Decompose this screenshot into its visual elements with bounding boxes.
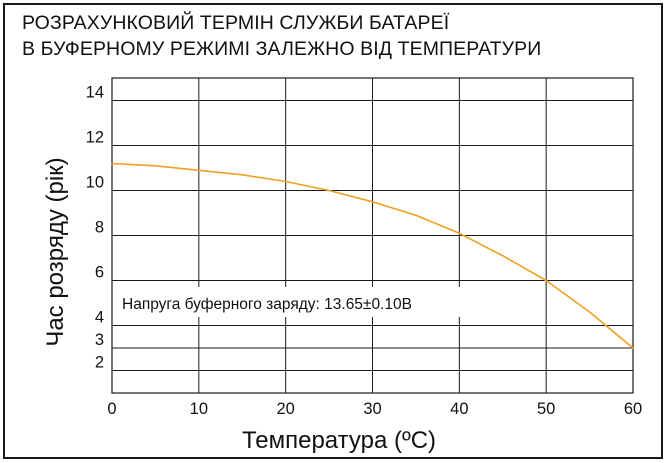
series-layer <box>111 162 634 349</box>
y-tick-label-2: 2 <box>95 354 104 372</box>
x-tick-label-30: 30 <box>363 400 381 418</box>
y-tick-label-14: 14 <box>86 84 104 102</box>
x-tick-label-60: 60 <box>624 400 642 418</box>
grid <box>111 77 634 394</box>
y-tick-label-12: 12 <box>86 129 104 147</box>
chart-frame <box>3 3 663 459</box>
annotation-background <box>116 287 511 317</box>
y-tick-label-3: 3 <box>95 331 104 349</box>
chart-title-line-1: РОЗРАХУНКОВИЙ ТЕРМІН СЛУЖБИ БАТАРЕЇ <box>22 12 450 34</box>
x-tick-label-10: 10 <box>190 400 208 418</box>
y-tick-label-10: 10 <box>86 174 104 192</box>
x-tick-label-40: 40 <box>450 400 468 418</box>
tick-labels: 0 10 20 30 40 50 60 2 3 4 6 8 10 12 14 <box>86 84 643 419</box>
series-line-0 <box>111 162 634 349</box>
y-axis-label: Час розряду (рік) <box>42 157 69 346</box>
chart-annotation: Напруга буферного заряду: 13.65±0.10В <box>122 296 412 313</box>
x-axis-label: Температура (ºC) <box>242 427 436 454</box>
y-tick-label-6: 6 <box>95 264 104 282</box>
y-tick-label-8: 8 <box>95 219 104 237</box>
x-tick-label-20: 20 <box>276 400 294 418</box>
chart-title: РОЗРАХУНКОВИЙ ТЕРМІН СЛУЖБИ БАТАРЕЇ В БУ… <box>22 10 541 62</box>
x-tick-label-50: 50 <box>537 400 555 418</box>
x-tick-label-0: 0 <box>107 400 116 418</box>
chart-title-line-2: В БУФЕРНОМУ РЕЖИМІ ЗАЛЕЖНО ВІД ТЕМПЕРАТУ… <box>22 38 542 60</box>
y-tick-label-4: 4 <box>95 309 104 327</box>
